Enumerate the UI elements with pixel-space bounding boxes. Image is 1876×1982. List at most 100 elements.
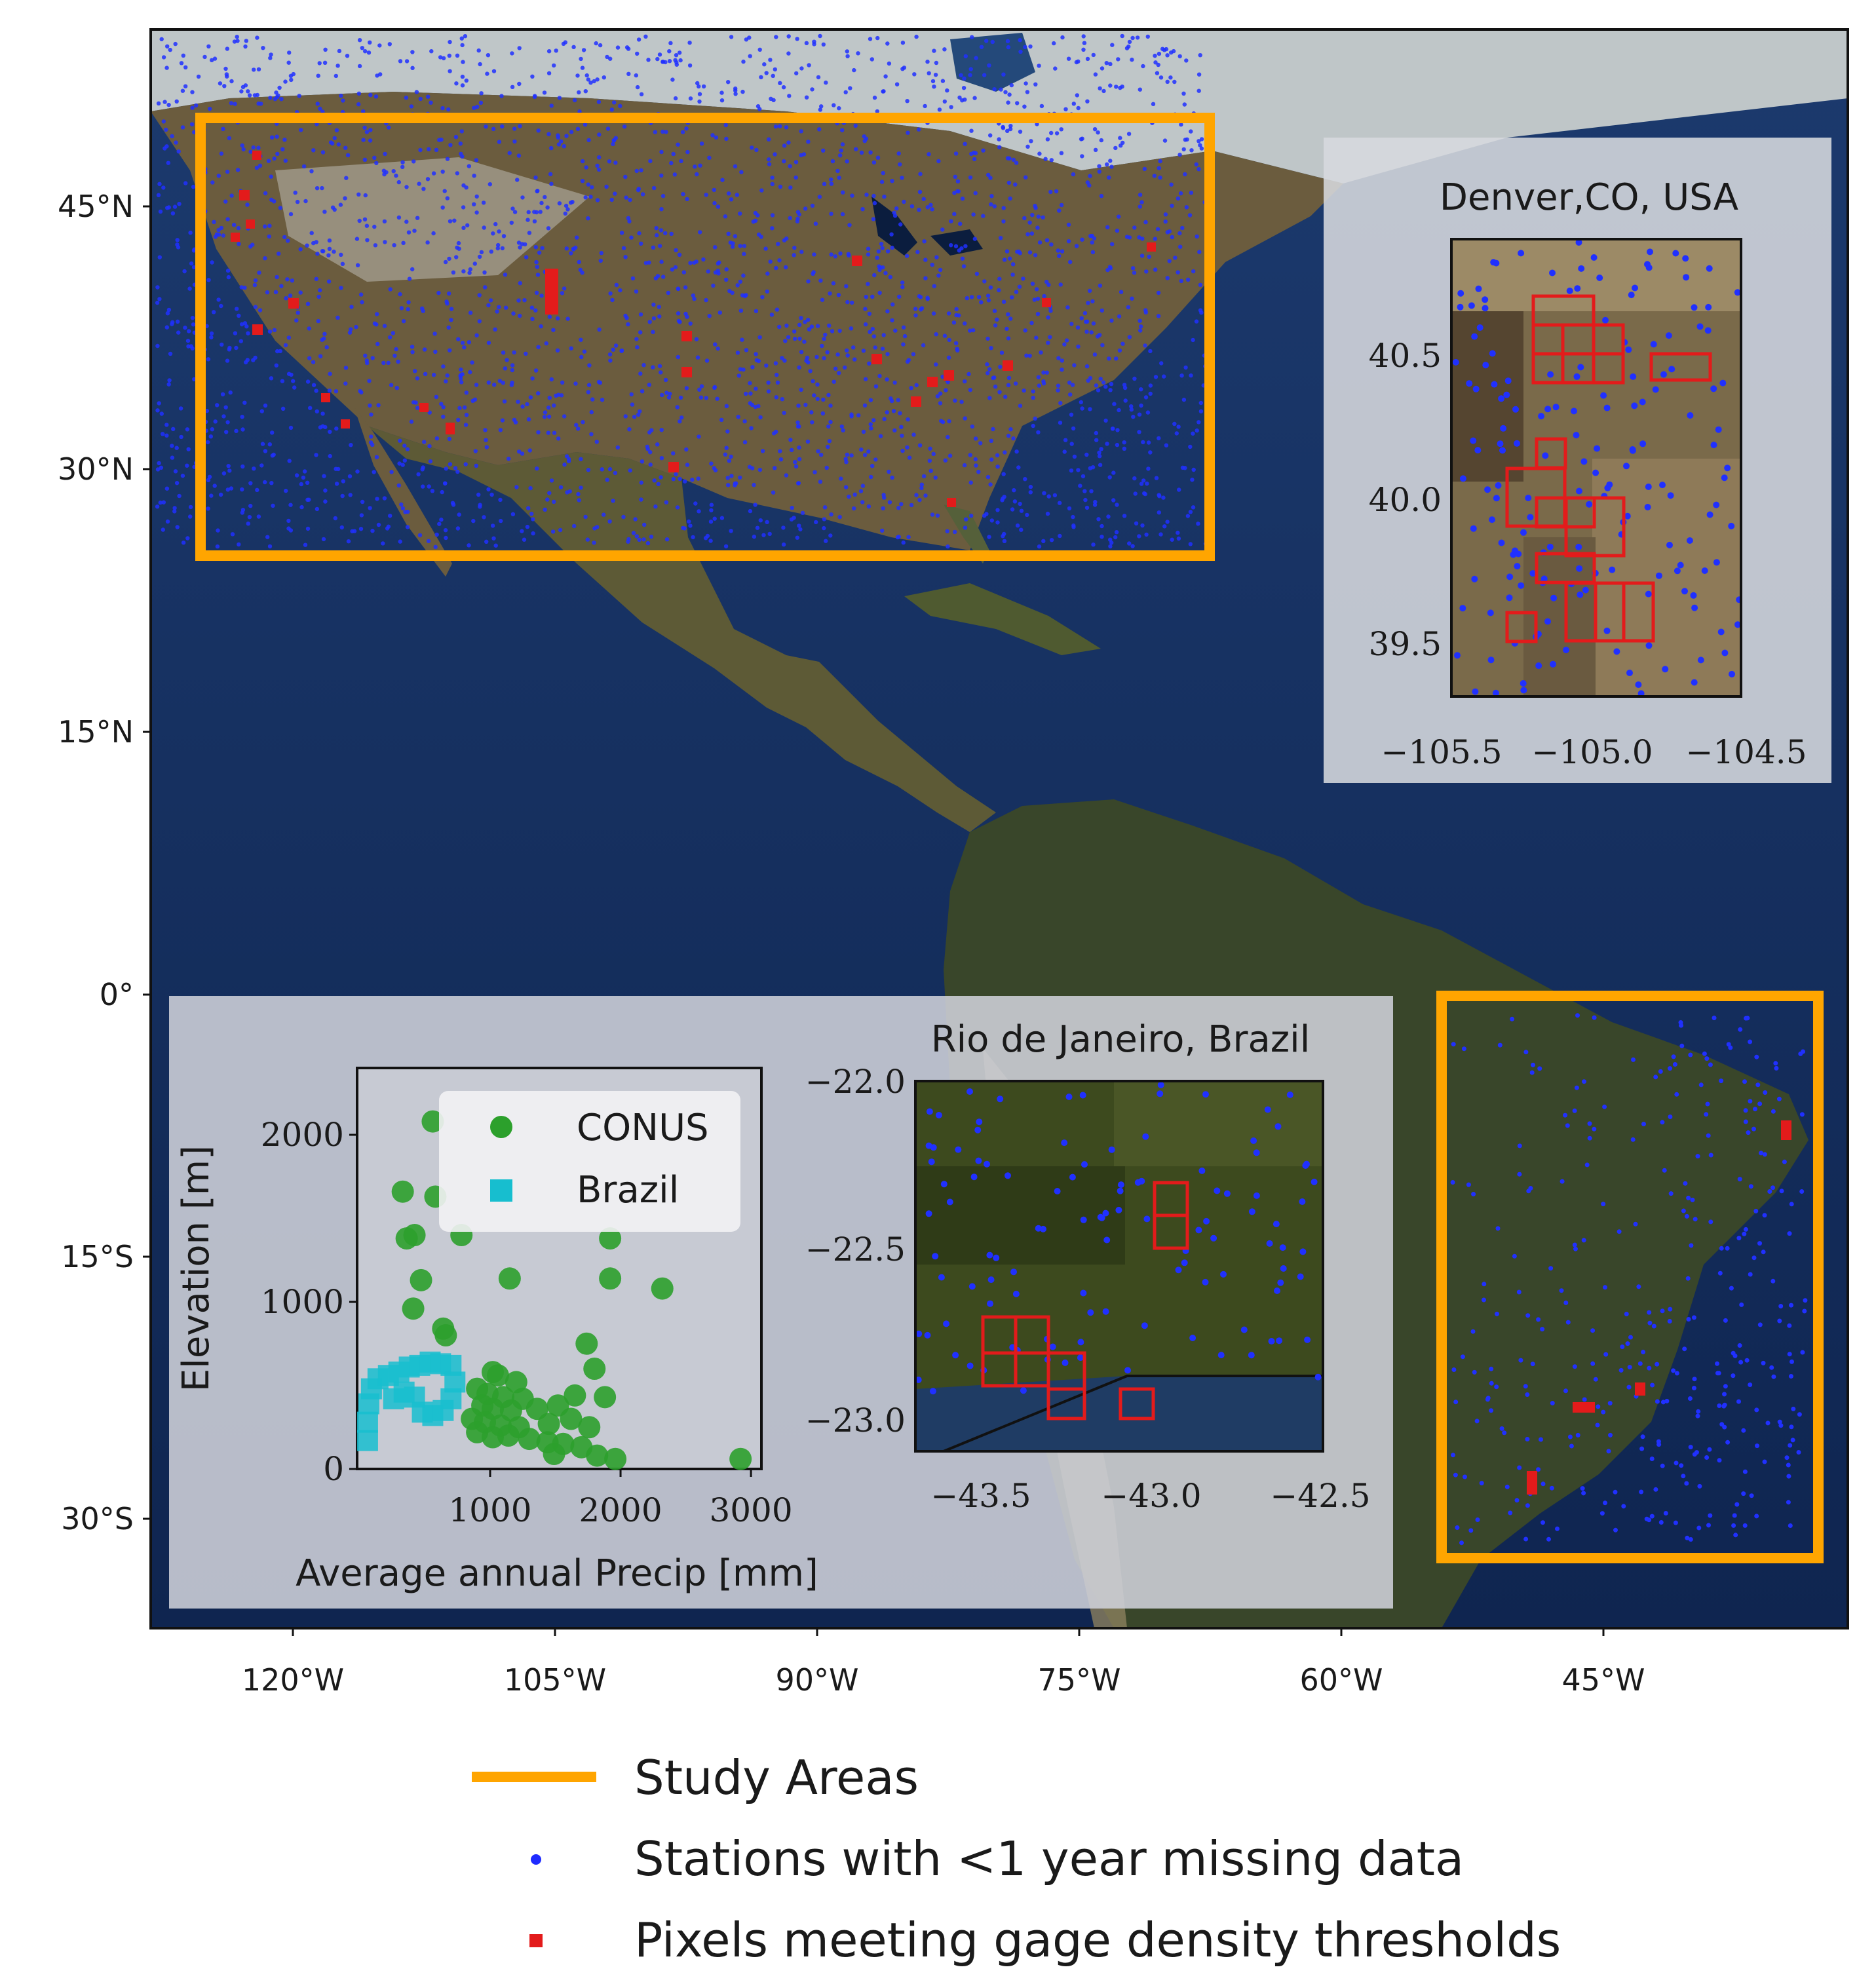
- station-dot: [1087, 1309, 1094, 1316]
- station-dot: [180, 125, 185, 130]
- station-dot: [322, 60, 328, 66]
- station-dot: [452, 218, 457, 223]
- station-dot: [971, 328, 976, 333]
- station-dot: [391, 169, 396, 174]
- station-dot: [287, 459, 292, 463]
- station-dot: [837, 106, 841, 111]
- station-dot: [1057, 254, 1062, 258]
- station-dot: [919, 307, 923, 312]
- station-dot: [458, 142, 463, 146]
- station-dot: [823, 332, 828, 337]
- station-dot: [345, 54, 350, 58]
- station-dot: [1037, 240, 1043, 245]
- station-dot: [607, 519, 612, 524]
- station-dot: [1555, 1526, 1560, 1531]
- station-dot: [180, 88, 185, 93]
- station-dot: [736, 415, 740, 419]
- station-dot: [588, 195, 593, 199]
- station-dot: [1069, 1173, 1076, 1181]
- station-dot: [381, 360, 386, 366]
- station-dot: [1684, 1213, 1689, 1219]
- station-dot: [986, 371, 990, 375]
- lon-tick-label: 90°W: [775, 1662, 858, 1698]
- station-dot: [997, 276, 1002, 281]
- station-dot: [282, 138, 287, 142]
- station-dot: [486, 341, 491, 345]
- station-dot: [759, 75, 763, 80]
- station-dot: [562, 462, 567, 467]
- station-dot: [915, 1377, 922, 1383]
- conus-point: [599, 1267, 622, 1290]
- station-dot: [1472, 688, 1479, 695]
- station-dot: [586, 138, 591, 143]
- station-dot: [630, 276, 636, 281]
- station-dot: [1743, 1108, 1748, 1113]
- station-dot: [1177, 487, 1181, 492]
- station-dot: [868, 398, 873, 402]
- station-dot: [1748, 1272, 1753, 1277]
- station-dot: [1092, 127, 1098, 132]
- station-dot: [417, 181, 421, 186]
- station-dot: [404, 219, 409, 224]
- station-dot: [286, 60, 291, 65]
- station-dot: [1134, 521, 1139, 525]
- station-dot: [989, 457, 994, 462]
- station-dot: [1084, 452, 1089, 457]
- station-dot: [493, 327, 497, 332]
- station-dot: [491, 536, 496, 541]
- station-dot: [896, 398, 900, 402]
- station-dot: [396, 483, 401, 488]
- station-dot: [1198, 409, 1204, 413]
- station-dot: [1468, 1528, 1474, 1533]
- station-dot: [1472, 1369, 1477, 1375]
- station-dot: [505, 358, 509, 362]
- station-dot: [914, 34, 919, 39]
- station-dot: [1156, 290, 1161, 295]
- station-dot: [782, 238, 787, 242]
- denver-x-tick: −105.0: [1531, 733, 1653, 771]
- station-dot: [1731, 1523, 1736, 1528]
- denver-x-tick: −105.5: [1381, 733, 1502, 771]
- station-dot: [1082, 489, 1087, 493]
- station-dot: [602, 75, 606, 80]
- station-dot: [940, 227, 945, 232]
- station-dot: [1685, 1276, 1691, 1281]
- station-dot: [706, 269, 711, 274]
- station-dot: [1189, 191, 1194, 195]
- station-dot: [612, 100, 617, 105]
- station-dot: [928, 1158, 935, 1166]
- station-dot: [599, 251, 603, 256]
- station-dot: [1195, 234, 1199, 239]
- station-dot: [510, 85, 515, 89]
- station-dot: [1685, 1535, 1690, 1540]
- station-dot: [1708, 1219, 1713, 1225]
- station-dot: [1141, 64, 1145, 69]
- station-dot: [1671, 1054, 1676, 1059]
- station-dot: [525, 402, 529, 407]
- denver-density-pixels: [1505, 294, 1712, 643]
- station-dot: [997, 1096, 1004, 1103]
- station-dot: [799, 129, 803, 134]
- station-dot: [283, 79, 288, 84]
- station-dot: [389, 383, 394, 387]
- station-dot: [520, 451, 525, 456]
- station-dot: [187, 329, 191, 334]
- station-dot: [973, 436, 978, 441]
- station-dot: [925, 60, 930, 64]
- station-dot: [1138, 87, 1143, 92]
- station-dot: [1660, 1400, 1666, 1405]
- station-dot: [240, 143, 244, 148]
- station-dot: [524, 351, 528, 356]
- station-dot: [322, 474, 326, 478]
- station-dot: [923, 257, 928, 262]
- station-dot: [409, 419, 414, 424]
- station-dot: [1088, 174, 1092, 178]
- station-dot: [775, 307, 780, 312]
- station-dot: [1133, 491, 1138, 496]
- station-dot: [1650, 1382, 1655, 1388]
- station-dot: [388, 514, 392, 518]
- station-dot: [482, 225, 486, 230]
- station-dot: [347, 474, 353, 479]
- station-dot: [1082, 41, 1087, 45]
